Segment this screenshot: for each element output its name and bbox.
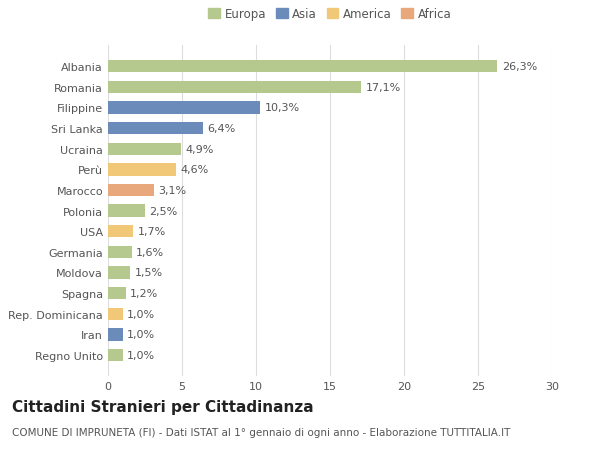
Text: 1,7%: 1,7% — [137, 227, 166, 237]
Text: 1,6%: 1,6% — [136, 247, 164, 257]
Bar — [108, 185, 154, 197]
Bar — [108, 102, 260, 114]
Bar — [108, 143, 181, 156]
Text: Cittadini Stranieri per Cittadinanza: Cittadini Stranieri per Cittadinanza — [12, 399, 314, 414]
Text: 6,4%: 6,4% — [207, 124, 235, 134]
Bar — [108, 82, 361, 94]
Bar — [108, 329, 123, 341]
Text: 1,0%: 1,0% — [127, 309, 155, 319]
Text: 1,0%: 1,0% — [127, 330, 155, 340]
Text: 1,5%: 1,5% — [134, 268, 163, 278]
Text: 2,5%: 2,5% — [149, 206, 178, 216]
Text: 1,0%: 1,0% — [127, 350, 155, 360]
Text: 1,2%: 1,2% — [130, 288, 158, 298]
Text: 26,3%: 26,3% — [502, 62, 537, 72]
Text: 4,9%: 4,9% — [185, 145, 214, 154]
Text: 4,6%: 4,6% — [181, 165, 209, 175]
Legend: Europa, Asia, America, Africa: Europa, Asia, America, Africa — [206, 6, 454, 23]
Bar — [108, 61, 497, 73]
Text: COMUNE DI IMPRUNETA (FI) - Dati ISTAT al 1° gennaio di ogni anno - Elaborazione : COMUNE DI IMPRUNETA (FI) - Dati ISTAT al… — [12, 427, 511, 437]
Bar — [108, 287, 126, 300]
Bar — [108, 225, 133, 238]
Bar — [108, 123, 203, 135]
Text: 3,1%: 3,1% — [158, 185, 187, 196]
Bar — [108, 308, 123, 320]
Bar — [108, 267, 130, 279]
Bar — [108, 205, 145, 217]
Bar — [108, 349, 123, 361]
Bar — [108, 164, 176, 176]
Text: 10,3%: 10,3% — [265, 103, 300, 113]
Text: 17,1%: 17,1% — [365, 83, 401, 93]
Bar — [108, 246, 131, 258]
